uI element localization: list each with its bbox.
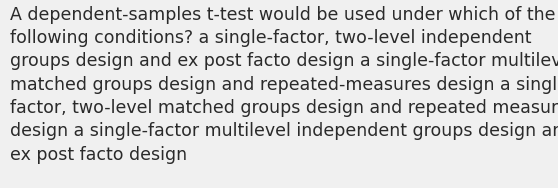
Text: A dependent-samples t-test would be used under which of the
following conditions: A dependent-samples t-test would be used… xyxy=(10,6,558,164)
